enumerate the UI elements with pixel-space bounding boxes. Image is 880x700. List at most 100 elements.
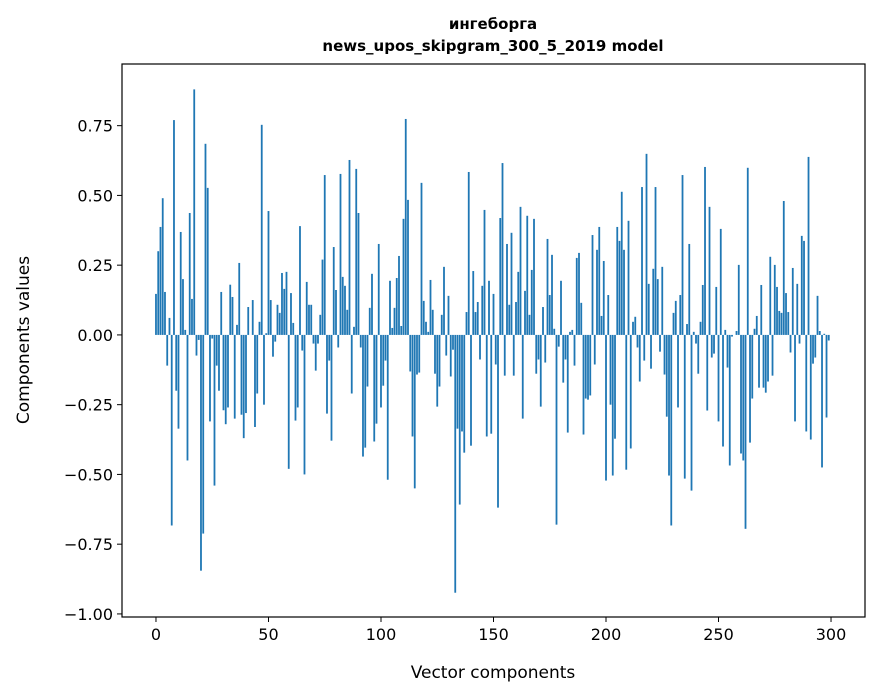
bar-63 [296, 334, 299, 408]
bar-262 [744, 334, 747, 529]
bar-192 [587, 334, 589, 400]
bar-40 [245, 334, 247, 414]
bar-126 [438, 334, 441, 387]
bar-280 [785, 293, 787, 335]
bar-183 [566, 334, 569, 433]
bar-108 [398, 255, 400, 335]
bar-150 [492, 293, 495, 335]
bar-228 [668, 334, 670, 476]
bar-92 [362, 334, 364, 457]
bar-93 [364, 334, 367, 448]
bar-109 [400, 325, 403, 335]
bar-38 [240, 334, 243, 415]
bar-277 [778, 310, 781, 335]
bar-187 [575, 257, 578, 335]
bar-264 [749, 334, 751, 443]
bar-17 [193, 89, 196, 335]
bar-165 [526, 215, 529, 335]
bar-113 [409, 334, 412, 372]
bar-49 [265, 333, 268, 335]
bar-199 [602, 260, 605, 335]
bar-133 [454, 334, 457, 593]
bar-269 [760, 284, 763, 335]
bar-20 [200, 334, 202, 571]
bar-169 [535, 334, 538, 374]
bar-35 [233, 334, 236, 419]
bar-61 [292, 322, 295, 335]
bar-115 [413, 334, 416, 489]
bar-62 [294, 334, 297, 421]
bar-285 [796, 283, 799, 335]
bar-120 [425, 321, 427, 335]
bar-240 [695, 334, 697, 344]
bar-172 [542, 307, 544, 335]
bar-260 [740, 334, 742, 454]
bar-250 [717, 334, 720, 422]
bar-21 [202, 334, 205, 534]
y-tick-label: −0.50 [64, 465, 113, 484]
bar-80 [335, 289, 337, 335]
bar-56 [281, 272, 283, 335]
bar-268 [758, 334, 760, 388]
bar-164 [524, 290, 526, 335]
bar-154 [501, 163, 504, 335]
bar-283 [791, 267, 794, 335]
bar-12 [182, 279, 184, 335]
bar-281 [787, 312, 790, 335]
bar-295 [818, 331, 821, 335]
bar-173 [544, 334, 547, 363]
bar-214 [636, 334, 639, 348]
bar-230 [672, 312, 675, 335]
bar-73 [319, 314, 322, 335]
bar-52 [272, 334, 274, 357]
bar-229 [670, 334, 673, 526]
bar-179 [557, 334, 560, 347]
bar-232 [677, 334, 679, 408]
bar-104 [389, 280, 391, 335]
bar-156 [506, 243, 508, 335]
bar-184 [569, 331, 571, 335]
bar-152 [497, 334, 499, 508]
bar-135 [458, 334, 461, 505]
bar-261 [742, 334, 745, 461]
bar-51 [269, 300, 272, 335]
bar-68 [308, 304, 310, 335]
bar-226 [663, 334, 666, 375]
bar-244 [704, 166, 706, 335]
bar-225 [661, 266, 664, 335]
bar-207 [620, 191, 623, 335]
y-tick-label: 0.75 [77, 117, 113, 136]
bar-127 [440, 314, 443, 335]
bar-181 [562, 334, 565, 383]
bar-196 [596, 249, 598, 335]
bar-202 [609, 334, 612, 405]
bar-246 [708, 206, 711, 335]
bar-8 [173, 120, 175, 335]
bar-233 [679, 295, 682, 335]
bar-282 [789, 334, 792, 353]
bar-177 [553, 328, 556, 335]
bar-4 [164, 291, 166, 335]
bar-13 [184, 329, 187, 335]
bar-213 [634, 316, 637, 335]
bar-197 [598, 226, 601, 335]
bar-290 [807, 156, 810, 335]
bar-58 [285, 271, 288, 335]
bar-0 [155, 293, 157, 335]
bar-53 [274, 334, 277, 342]
bar-271 [764, 334, 767, 393]
bar-15 [188, 212, 191, 335]
bar-64 [299, 226, 301, 335]
bar-123 [431, 309, 434, 335]
bar-235 [683, 334, 686, 479]
y-tick-label: 0.00 [77, 326, 113, 345]
bar-299 [827, 334, 830, 341]
bar-30 [222, 334, 225, 411]
bar-212 [632, 321, 634, 335]
bar-23 [206, 187, 209, 335]
bars-group [155, 89, 830, 593]
bar-275 [773, 264, 776, 335]
bar-24 [209, 334, 211, 422]
bar-87 [350, 334, 353, 394]
bar-5 [166, 334, 169, 366]
